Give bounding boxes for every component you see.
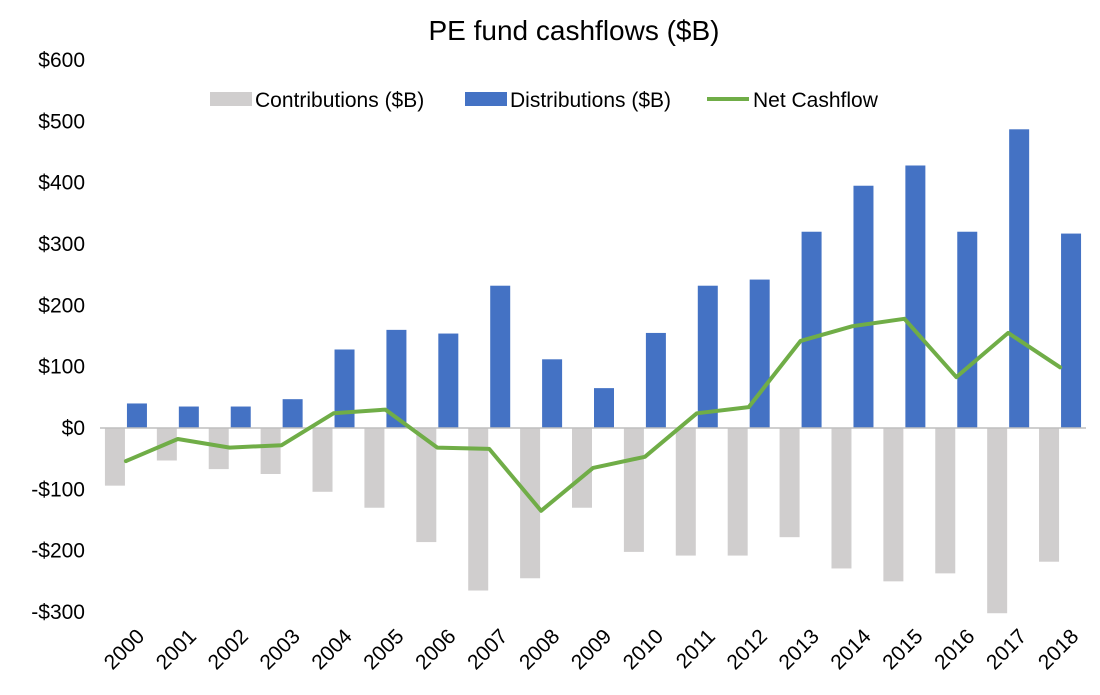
x-tick-label: 2012 [723,625,772,674]
contributions-bar [935,428,956,574]
y-tick-label: $200 [38,294,85,317]
contributions-bar [104,428,125,486]
contributions-bar [572,428,592,508]
contributions-bar [779,428,800,538]
distributions-bar [282,399,303,428]
y-axis: -$300 -$200 -$100 $0 $100 $200 $300 $400 $500 $60… [31,49,85,624]
contributions-bar [883,428,904,582]
x-tick-label: 2011 [672,625,720,673]
y-tick-label: -$300 [31,601,85,624]
distributions-bars [126,129,1082,428]
distributions-bar [126,403,147,428]
x-tick-label: 2016 [930,625,979,674]
net-cashflow-line [123,316,1063,513]
distributions-bar [905,165,926,428]
y-tick-label: $600 [38,49,85,72]
y-tick-label: $400 [38,172,85,195]
distributions-bar [594,388,614,428]
contributions-bar [520,428,541,579]
y-tick-label: $500 [38,110,85,133]
y-tick-label: -$200 [31,540,85,563]
distributions-bar [490,285,511,428]
distributions-bar [542,359,563,428]
distributions-bar [749,279,770,428]
distributions-bar [1009,129,1030,428]
distributions-bar [801,231,822,428]
contributions-bar [260,428,281,474]
x-tick-label: 2018 [1034,625,1083,674]
distributions-bar [645,332,666,428]
x-tick-label: 2013 [774,625,823,674]
distributions-bar [957,231,978,428]
legend-label-net-cashflow: Net Cashflow [753,89,879,112]
x-tick-label: 2010 [619,625,668,674]
x-tick-label: 2002 [204,625,253,674]
legend-label-distributions: Distributions ($B) [510,89,671,112]
distributions-bar [334,349,355,428]
legend-swatch-contributions [210,92,252,106]
contributions-bar [987,428,1008,614]
contributions-bar [416,428,437,543]
x-tick-label: 2007 [463,625,512,674]
contributions-bar [623,428,644,552]
x-tick-label: 2000 [100,625,149,674]
x-tick-label: 2004 [307,625,357,675]
x-tick-label: 2005 [359,625,408,674]
x-tick-label: 2008 [515,625,564,674]
contributions-bar [831,428,852,569]
legend: Contributions ($B) Distributions ($B) Ne… [210,89,879,112]
legend-swatch-distributions [465,92,507,106]
distributions-bar [697,285,718,428]
x-axis: 2000 2001 2002 2003 2004 2005 2006 2007 2008 2009… [100,625,1083,675]
distributions-bar [438,333,459,428]
legend-label-contributions: Contributions ($B) [255,89,424,112]
y-tick-label: $100 [38,356,85,379]
distributions-bar [1061,233,1082,428]
x-tick-label: 2017 [982,625,1031,674]
contributions-bars [104,428,1060,614]
x-tick-label: 2001 [152,625,201,674]
x-tick-label: 2014 [826,625,876,675]
contributions-bar [208,428,229,470]
contributions-bar [675,428,696,556]
chart-title: PE fund cashflows ($B) [428,15,719,46]
x-tick-label: 2015 [878,625,927,674]
y-tick-label: -$100 [31,478,85,501]
distributions-bar [853,185,874,428]
x-tick-label: 2003 [256,625,305,674]
distributions-bar [230,406,251,428]
contributions-bar [727,428,748,556]
contributions-bar [1039,428,1060,562]
x-tick-label: 2006 [411,625,460,674]
contributions-bar [312,428,333,492]
y-tick-label: $0 [62,417,85,440]
y-tick-label: $300 [38,233,85,256]
distributions-bar [178,406,199,428]
x-tick-label: 2009 [567,625,616,674]
distributions-bar [386,329,407,428]
contributions-bar [364,428,385,508]
contributions-bar [468,428,489,591]
